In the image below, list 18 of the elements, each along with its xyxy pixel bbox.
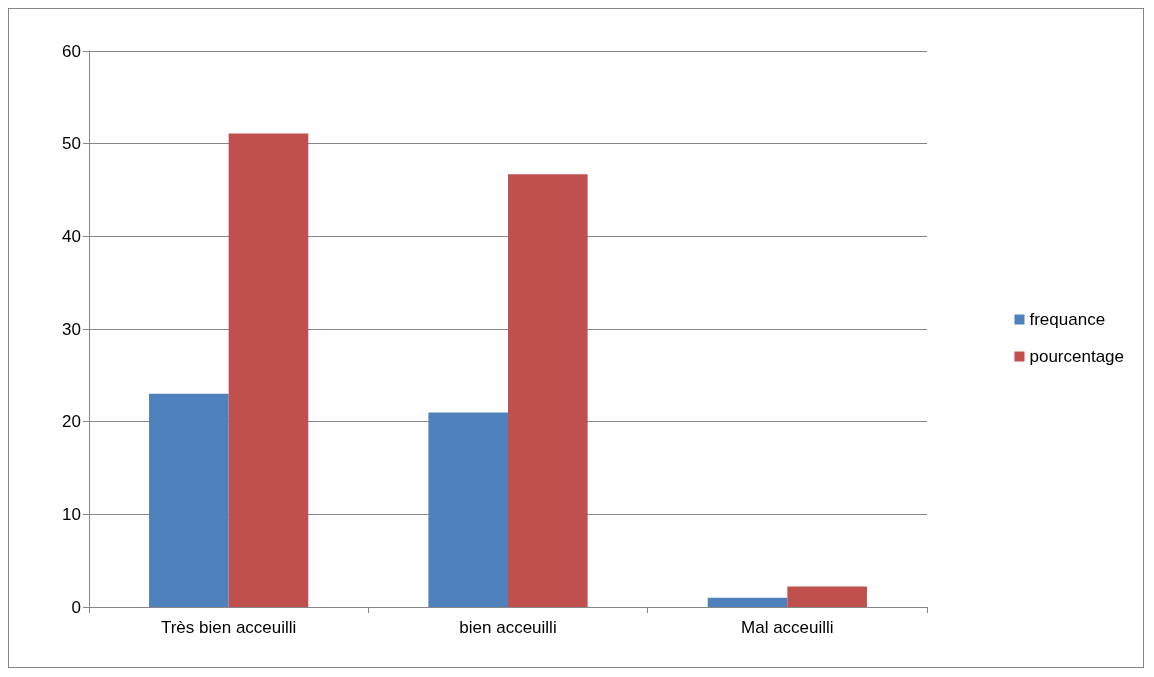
bar (428, 412, 508, 607)
legend-label: pourcentage (1029, 347, 1125, 366)
x-tick-label: bien acceuilli (459, 618, 557, 637)
y-tick-label: 30 (62, 319, 81, 339)
legend-label: frequance (1029, 310, 1106, 329)
x-tick-label: Très bien acceuilli (160, 618, 297, 637)
bar (707, 597, 788, 607)
y-tick-label: 50 (62, 134, 81, 154)
bar (508, 174, 588, 607)
y-tick-label: 0 (71, 597, 81, 617)
y-tick-label: 60 (62, 41, 81, 61)
bar (787, 586, 867, 607)
bar (228, 133, 309, 607)
x-tick-label: Mal acceuilli (741, 618, 834, 637)
y-tick-label: 10 (62, 504, 81, 524)
bar (149, 393, 229, 607)
y-tick-label: 20 (62, 412, 81, 432)
y-tick-label: 40 (62, 226, 81, 246)
